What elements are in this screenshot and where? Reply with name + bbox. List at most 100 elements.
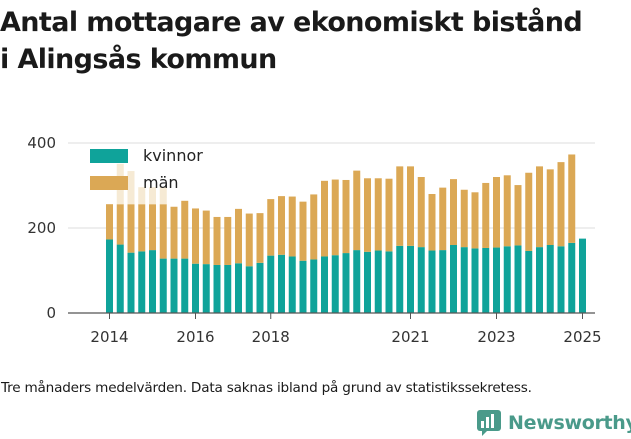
brand-logo: Newsworthy (476, 408, 631, 438)
bar-män-7 (181, 200, 189, 259)
legend-label-kvinnor: kvinnor (143, 146, 203, 165)
bar-män-31 (439, 187, 447, 251)
bar-kvinnor-40 (536, 247, 543, 313)
bar-kvinnor-5 (159, 258, 167, 313)
bar-män-17 (288, 196, 296, 257)
bar-series2-4 (149, 187, 156, 205)
bar-kvinnor-0 (106, 239, 113, 313)
bar-män-6 (170, 206, 178, 259)
bar-män-35 (482, 182, 490, 248)
bar-män-43 (568, 154, 576, 243)
bar-män-36 (493, 177, 500, 248)
bar-kvinnor-2 (127, 252, 135, 313)
bar-män-34 (471, 192, 479, 249)
chart-title: Antal mottagare av ekonomiskt bistånd i … (0, 4, 631, 78)
bar-kvinnor-13 (245, 266, 253, 313)
x-tick-label: 2016 (176, 328, 214, 346)
bar-kvinnor-26 (385, 251, 393, 313)
bar-kvinnor-36 (493, 247, 500, 313)
bar-kvinnor-19 (310, 259, 318, 313)
bar-män-29 (417, 177, 425, 248)
bar-kvinnor-1 (116, 244, 124, 313)
bar-män-1 (116, 204, 124, 245)
bar-män-9 (202, 210, 210, 265)
bar-män-4 (149, 204, 156, 251)
bar-kvinnor-7 (181, 258, 189, 313)
bar-kvinnor-8 (192, 263, 199, 313)
bar-män-11 (224, 216, 232, 265)
title-line-1: Antal mottagare av ekonomiskt bistånd (0, 7, 583, 38)
bar-män-39 (525, 172, 533, 251)
bar-män-3 (138, 204, 146, 252)
bar-män-23 (353, 170, 361, 251)
bar-män-41 (546, 169, 554, 245)
bar-kvinnor-21 (331, 255, 339, 313)
bar-kvinnor-34 (471, 248, 479, 313)
y-tick-label: 400 (27, 134, 56, 152)
bar-kvinnor-23 (353, 250, 361, 313)
x-tick-label: 2014 (90, 328, 128, 346)
stacked-bar-chart: 0 200 400 2014 2016 2018 2021 2023 2025 kvinnor m… (27, 134, 601, 346)
title-line-2: i Alingsås kommun (0, 44, 277, 75)
bar-kvinnor-15 (267, 255, 275, 313)
bar-kvinnor-38 (514, 245, 522, 313)
bar-series2-5 (159, 187, 167, 205)
x-tick-label: 2021 (391, 328, 429, 346)
bar-män-25 (374, 178, 382, 251)
bar-män-20 (321, 180, 328, 257)
bar-män-28 (407, 166, 414, 246)
bar-kvinnor-27 (396, 245, 404, 313)
bar-kvinnor-18 (299, 260, 307, 313)
bar-kvinnor-22 (342, 253, 350, 313)
bars (106, 154, 586, 313)
legend: kvinnor män (90, 146, 203, 192)
bar-kvinnor-31 (439, 250, 447, 313)
bar-män-2 (127, 204, 135, 253)
bar-män-38 (514, 185, 522, 246)
bar-män-21 (331, 179, 339, 256)
bar-kvinnor-14 (256, 262, 264, 313)
bar-män-14 (256, 213, 264, 263)
brand-name: Newsworthy (508, 412, 631, 434)
y-tick-label: 0 (46, 304, 56, 322)
bar-män-33 (460, 189, 468, 248)
bar-kvinnor-30 (428, 250, 436, 313)
bar-kvinnor-37 (503, 246, 511, 313)
axes: 0 200 400 2014 2016 2018 2021 2023 2025 (27, 134, 601, 346)
bar-kvinnor-28 (407, 245, 414, 313)
bar-män-13 (245, 213, 253, 267)
x-tick-label: 2018 (252, 328, 290, 346)
y-tick-label: 200 (27, 219, 56, 237)
bar-män-42 (557, 162, 565, 247)
footnote: Tre månaders medelvärden. Data saknas ib… (1, 380, 532, 396)
legend-label-män: män (143, 173, 179, 192)
bar-män-0 (106, 204, 113, 240)
bar-män-22 (342, 179, 350, 254)
bar-kvinnor-42 (557, 246, 565, 313)
bar-män-32 (450, 179, 457, 245)
x-tick-label: 2023 (477, 328, 515, 346)
bar-series2-2 (127, 171, 135, 205)
bar-män-30 (428, 194, 436, 251)
legend-swatch-män (90, 176, 128, 190)
bar-män-24 (364, 178, 371, 252)
bar-kvinnor-12 (235, 263, 242, 313)
bar-kvinnor-6 (170, 258, 178, 313)
bar-män-27 (396, 166, 404, 246)
bar-kvinnor-44 (579, 238, 586, 313)
bar-kvinnor-43 (568, 242, 576, 313)
bar-kvinnor-32 (450, 245, 457, 313)
bar-män-26 (385, 178, 393, 252)
bar-män-19 (310, 194, 318, 260)
x-tick-label: 2025 (563, 328, 601, 346)
bar-kvinnor-41 (546, 245, 554, 313)
bar-män-18 (299, 201, 307, 261)
bar-kvinnor-35 (482, 247, 490, 313)
bar-kvinnor-29 (417, 247, 425, 313)
legend-swatch-kvinnor (90, 149, 128, 163)
bar-män-40 (536, 166, 543, 248)
bar-kvinnor-20 (321, 256, 328, 313)
bar-män-12 (235, 208, 242, 264)
bar-män-15 (267, 199, 275, 256)
bar-kvinnor-4 (149, 250, 156, 313)
